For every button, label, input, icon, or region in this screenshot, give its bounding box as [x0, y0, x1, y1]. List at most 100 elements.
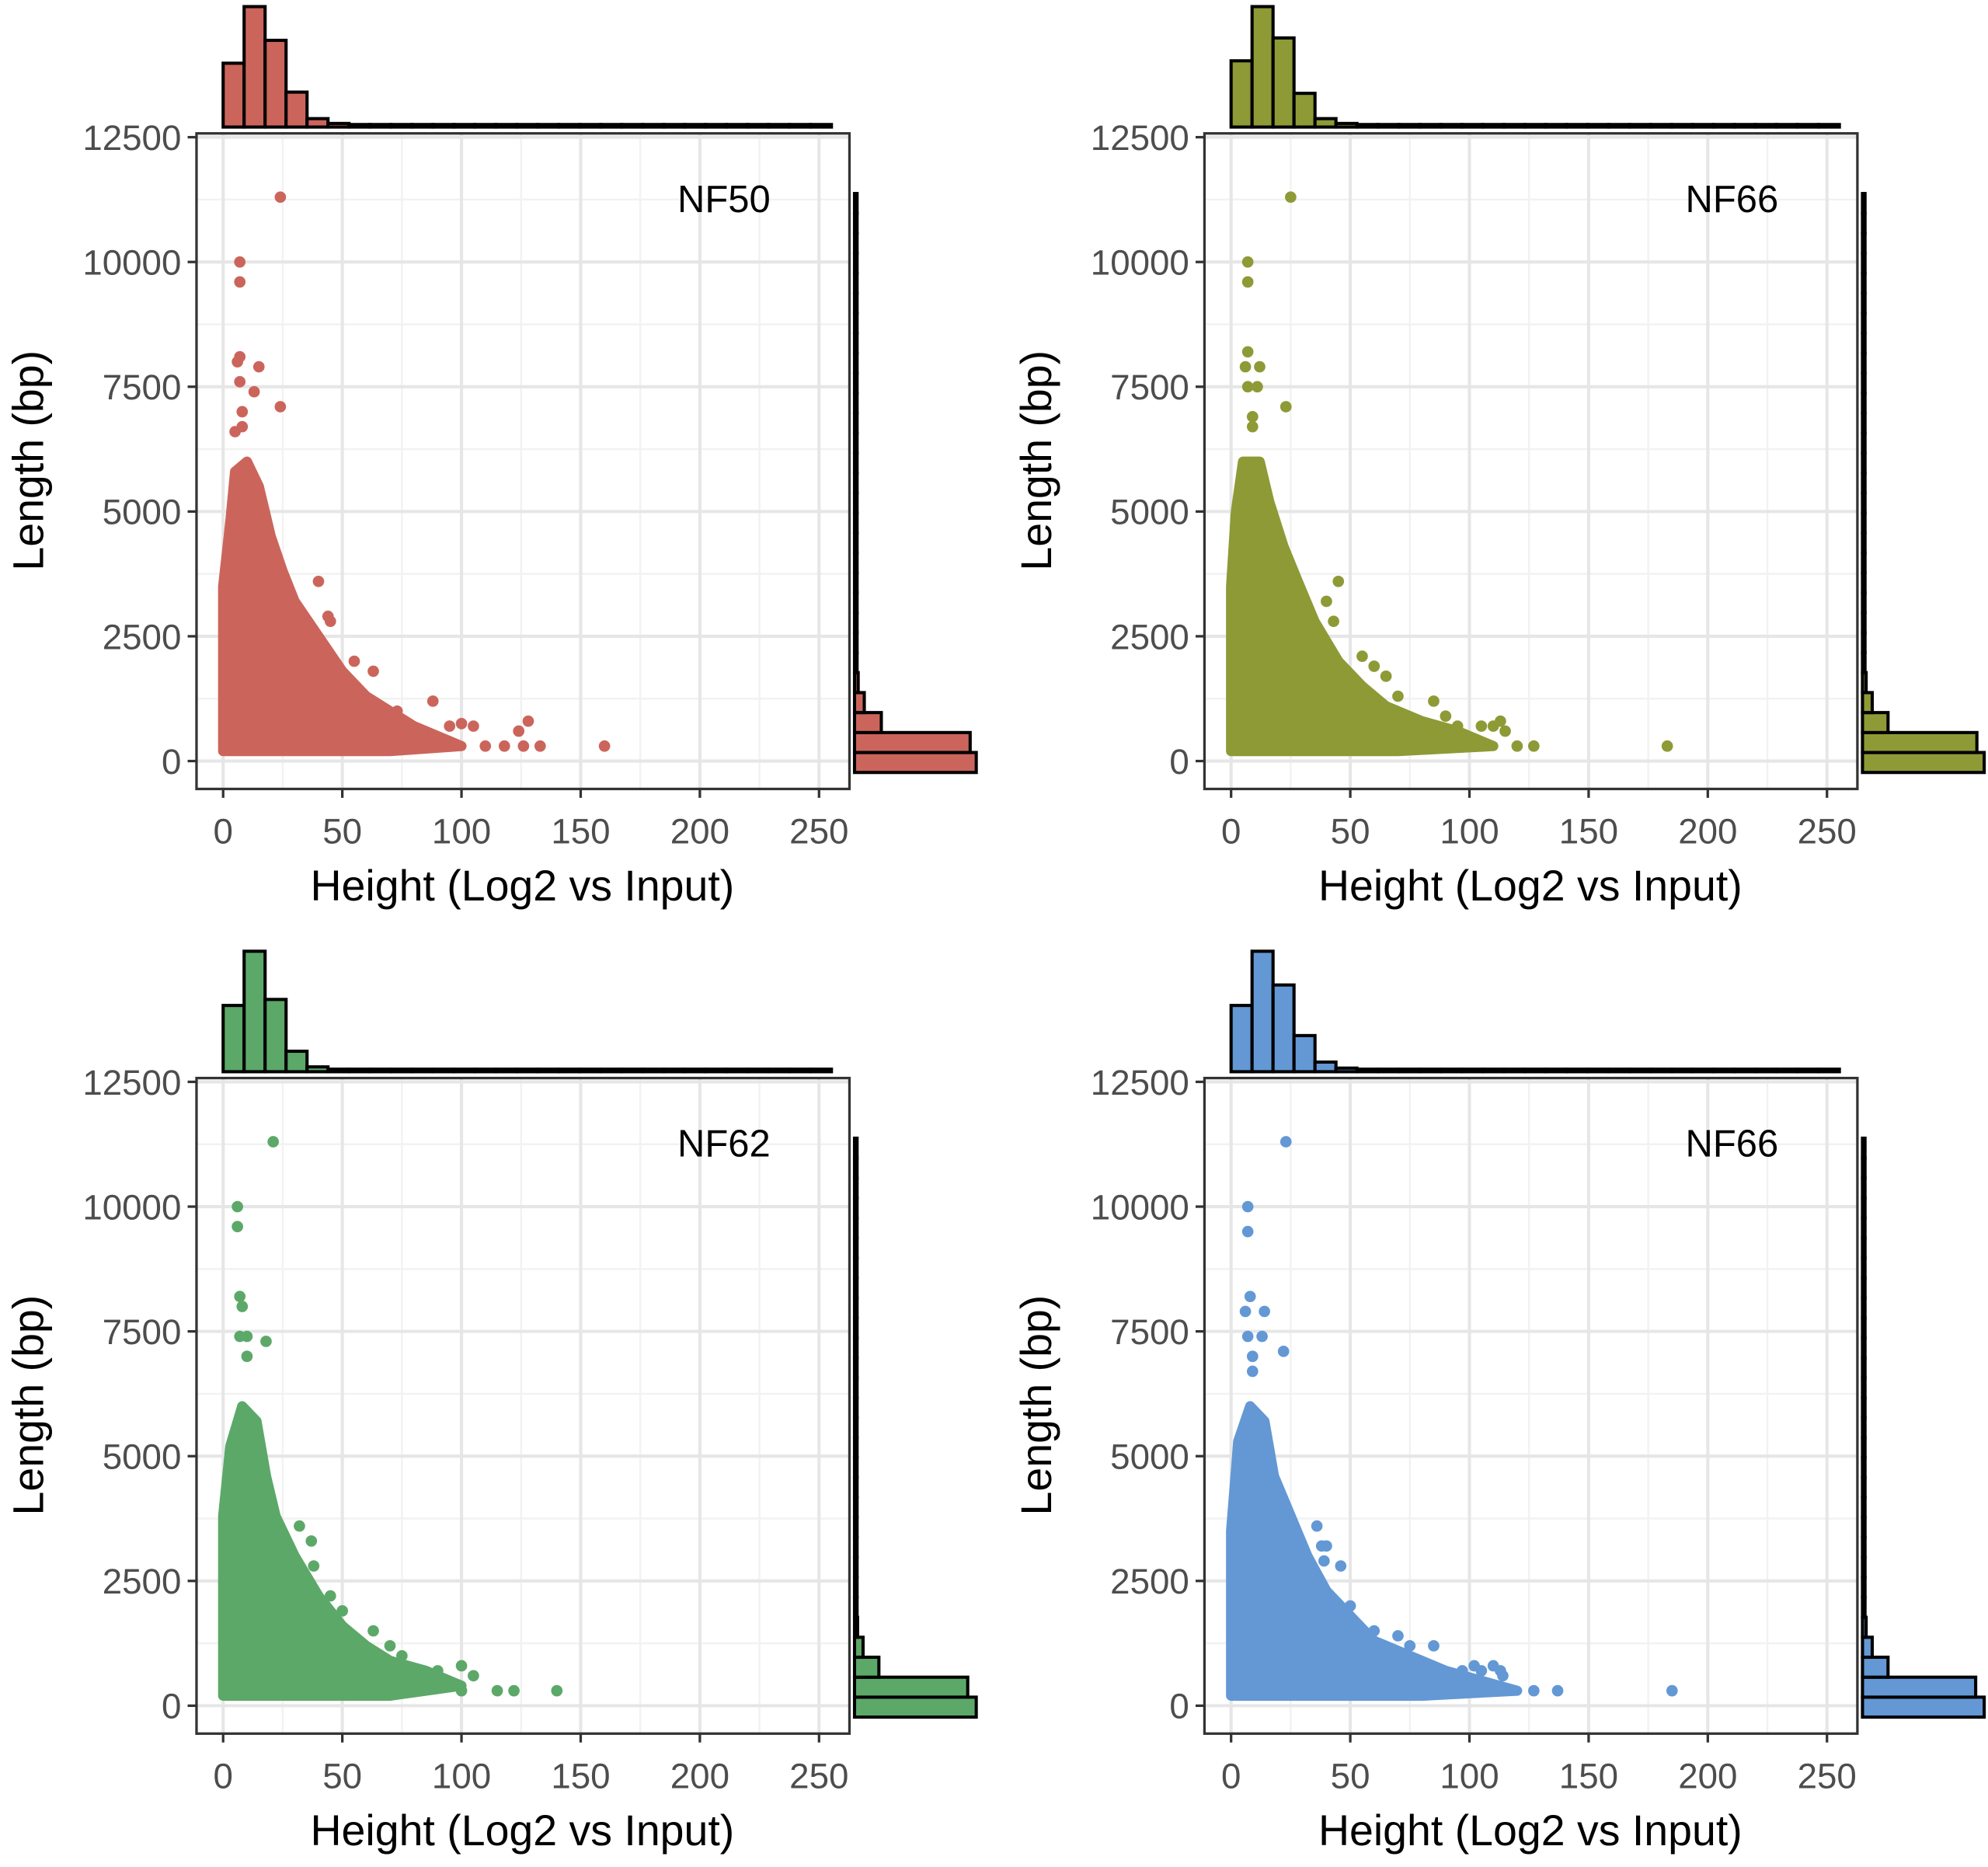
top-histogram-bar — [1481, 123, 1506, 129]
top-histogram-bar — [1439, 1068, 1464, 1074]
data-point — [294, 1520, 305, 1532]
chart-panel: 0 50 100 150 200 25002500500075001000012500He… — [4, 5, 978, 910]
data-point — [1246, 1365, 1259, 1378]
data-point — [1256, 1330, 1268, 1343]
top-histogram-bar — [1313, 1060, 1338, 1074]
data-point — [1661, 740, 1673, 752]
data-point — [1392, 1630, 1404, 1642]
data-point — [241, 1330, 253, 1343]
right-histogram-bar — [1861, 1296, 1867, 1320]
right-histogram-bar — [1861, 471, 1867, 495]
right-histogram-bar — [1861, 411, 1867, 435]
y-axis-title: Length (bp) — [1012, 1295, 1060, 1516]
data-point — [1356, 650, 1368, 662]
right-histogram-bar — [852, 1635, 865, 1660]
right-histogram-bar — [1861, 1655, 1890, 1679]
y-tick-label: 2500 — [103, 1562, 182, 1601]
x-tick-label: 100 — [1440, 1756, 1499, 1796]
top-histogram-bar — [725, 123, 750, 129]
right-histogram-bar — [1861, 1336, 1867, 1360]
top-histogram-bar — [1628, 123, 1652, 129]
right-histogram-bar — [1861, 1416, 1867, 1440]
data-point — [498, 740, 510, 752]
x-tick-label: 150 — [1559, 812, 1618, 852]
y-tick-label: 5000 — [103, 493, 182, 532]
right-histogram-bar — [852, 1595, 859, 1619]
x-tick-label: 0 — [1221, 812, 1241, 852]
top-histogram-bar — [263, 998, 288, 1074]
y-axis-title: Length (bp) — [4, 1295, 52, 1516]
data-point — [232, 356, 243, 368]
data-point — [241, 1350, 253, 1363]
right-histogram-bar — [852, 1136, 859, 1160]
top-histogram-bar — [809, 1068, 834, 1074]
right-histogram-bar — [1861, 531, 1867, 555]
top-histogram-bar — [536, 123, 561, 129]
right-histogram-bar — [1861, 1456, 1867, 1479]
top-histogram-bar — [599, 1068, 624, 1074]
top-histogram-bar — [1711, 123, 1736, 129]
right-histogram-bar — [852, 1456, 859, 1479]
right-histogram-bar — [852, 611, 859, 635]
data-point — [1511, 740, 1523, 752]
top-histogram-bar — [305, 117, 330, 129]
dense-point-cloud — [1226, 1401, 1523, 1702]
top-histogram-bar — [620, 1068, 645, 1074]
right-histogram-bar — [1861, 1136, 1867, 1160]
right-histogram-bar — [852, 1496, 859, 1520]
x-tick-label: 200 — [1678, 1756, 1737, 1796]
data-point — [260, 1336, 272, 1347]
top-histogram-bar — [452, 1068, 477, 1074]
right-histogram-bar — [852, 1675, 970, 1699]
right-histogram-bar — [852, 730, 972, 754]
top-histogram-bar — [1481, 1068, 1506, 1074]
top-histogram-bar — [368, 123, 393, 129]
data-point — [274, 401, 287, 413]
right-histogram-bar — [852, 411, 859, 435]
data-point — [236, 1301, 249, 1312]
data-point — [232, 1221, 243, 1233]
top-histogram-bar — [1502, 123, 1527, 129]
right-histogram-bar — [1861, 451, 1867, 475]
data-point — [1497, 1670, 1509, 1682]
top-histogram-bar — [1271, 983, 1296, 1074]
top-histogram-bar — [704, 1068, 729, 1074]
top-histogram-bar — [1313, 117, 1338, 129]
right-histogram-bar — [1861, 192, 1867, 215]
x-tick-label: 0 — [214, 1756, 233, 1796]
top-histogram-bar — [641, 123, 666, 129]
top-histogram-bar — [284, 90, 309, 129]
data-point — [234, 376, 246, 388]
top-histogram-bar — [1418, 1068, 1443, 1074]
top-histogram-bar — [1649, 123, 1673, 129]
right-histogram-bar — [1861, 1555, 1867, 1580]
right-histogram-bar — [852, 571, 859, 595]
right-histogram-bar — [1861, 1535, 1867, 1559]
data-point — [468, 1670, 479, 1682]
top-histogram-bar — [809, 123, 834, 129]
right-histogram-bar — [1861, 1316, 1867, 1339]
top-histogram-bar — [1523, 1068, 1548, 1074]
x-axis-title: Height (Log2 vs Input) — [311, 862, 735, 910]
top-histogram-bar — [1711, 1068, 1736, 1074]
top-histogram-bar — [1460, 123, 1485, 129]
data-point — [432, 1665, 444, 1677]
x-tick-label: 200 — [1678, 812, 1737, 852]
x-tick-label: 250 — [1798, 812, 1857, 852]
data-point — [444, 720, 456, 732]
right-histogram-bar — [852, 1576, 859, 1599]
top-histogram-bar — [1753, 1068, 1778, 1074]
data-point — [1475, 720, 1488, 732]
right-histogram-bar — [852, 1395, 859, 1419]
data-point — [522, 715, 534, 727]
data-point — [1328, 615, 1339, 628]
data-point — [1241, 1200, 1254, 1213]
right-histogram-bar — [852, 1695, 978, 1719]
panel-label: NF50 — [677, 179, 771, 221]
data-point — [1499, 725, 1511, 737]
right-histogram-bar — [1861, 1256, 1867, 1280]
top-histogram-bar — [1586, 123, 1610, 129]
right-histogram-bar — [852, 1516, 859, 1539]
data-point — [229, 426, 241, 437]
